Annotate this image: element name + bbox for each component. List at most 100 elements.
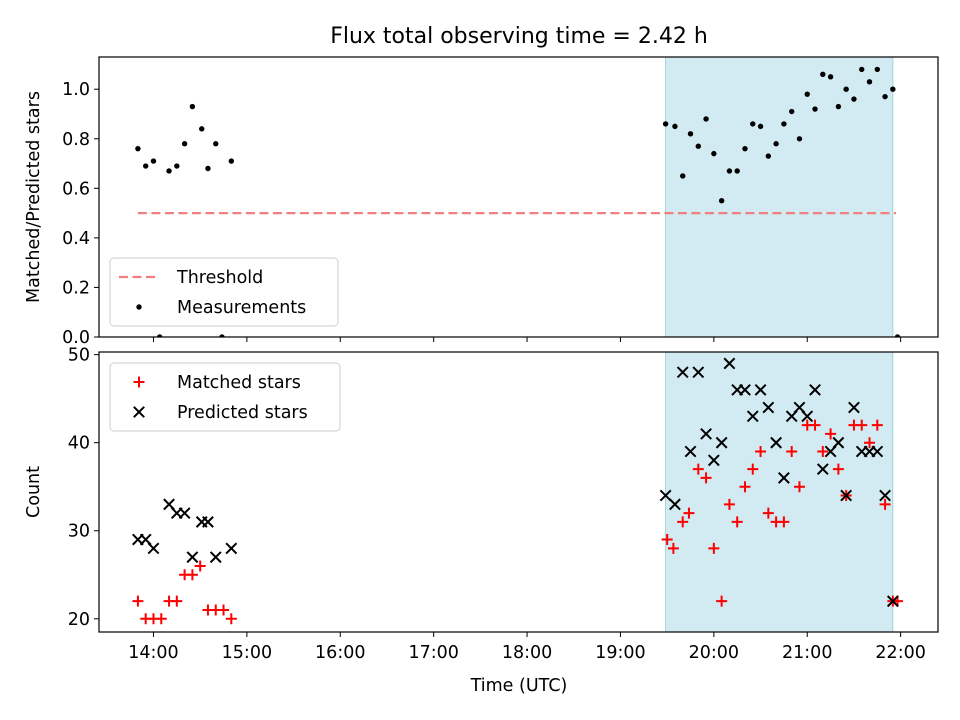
matched-star-point [218, 604, 230, 616]
predicted-star-point [707, 454, 720, 467]
matched-star-point [716, 595, 728, 607]
predicted-star-point [886, 595, 899, 608]
predicted-star-point [816, 463, 829, 476]
measurement-point [773, 141, 779, 147]
measurement-point [734, 168, 740, 174]
predicted-star-point [770, 436, 783, 449]
x-tick-label: 14:00 [128, 643, 178, 663]
predicted-star-point [739, 383, 751, 396]
x-tick-label: 17:00 [408, 643, 458, 663]
x-tick-label: 16:00 [315, 643, 365, 663]
matched-star-point [871, 419, 883, 431]
measurement-point [672, 123, 678, 130]
shaded-span [665, 56, 894, 338]
matched-star-point [793, 481, 805, 493]
y-tick-label: 50 [68, 346, 90, 366]
predicted-star-point [225, 542, 238, 555]
predicted-star-point [715, 436, 728, 449]
measurement-point [680, 173, 686, 179]
matched-star-point [755, 445, 767, 457]
x-tick-label: 18:00 [502, 643, 552, 663]
y-tick-label: 0.8 [62, 130, 90, 150]
measurement-point [820, 71, 826, 78]
measurement-point [205, 165, 211, 172]
matched-star-point [225, 613, 237, 625]
x-tick-label: 19:00 [595, 643, 645, 663]
legend-measurements-handle [136, 304, 142, 310]
matched-star-point [667, 542, 679, 554]
matched-star-point [786, 445, 798, 457]
predicted-star-point [879, 489, 891, 502]
measurement-point [662, 121, 669, 127]
measurement-point [827, 74, 834, 80]
predicted-star-point [809, 383, 821, 396]
measurement-point [804, 91, 810, 97]
predicted-star-point [723, 357, 736, 370]
matched-star-point [856, 419, 868, 431]
matched-star-point [186, 569, 198, 581]
measurement-point [726, 168, 733, 174]
y-tick-label: 40 [68, 434, 90, 454]
matched-star-point [825, 428, 837, 440]
measurement-point [874, 66, 880, 73]
measurement-point [142, 163, 149, 169]
y-tick-label: 0.2 [62, 278, 90, 298]
measurement-point [228, 158, 235, 164]
plot-area [135, 66, 901, 337]
measurement-point [788, 108, 795, 115]
matched-star-point [723, 498, 735, 510]
measurement-point [812, 106, 818, 112]
y-tick-label: 0.0 [62, 328, 90, 348]
x-tick-label: 15:00 [222, 643, 272, 663]
top-panel: 0.0 0.2 0.4 0.6 0.8 1.0 Matched/Predicted star… [24, 56, 939, 348]
legend-label: Threshold [176, 268, 263, 288]
measurement-point [181, 141, 188, 147]
x-tick-label: 22:00 [875, 643, 925, 663]
legend-label: Matched stars [177, 373, 301, 393]
measurement-point [150, 158, 157, 164]
legend: Matched stars Predicted stars [109, 362, 341, 432]
matched-star-point [739, 481, 751, 493]
predicted-star-point [202, 516, 214, 528]
matched-star-point [817, 445, 829, 457]
measurement-point [742, 145, 748, 152]
measurement-point [750, 121, 756, 127]
matched-star-point [731, 516, 743, 528]
matched-star-point [832, 463, 844, 475]
measurement-point [843, 86, 849, 92]
measurement-point [851, 96, 857, 102]
matched-star-point [683, 507, 695, 519]
measurement-point [166, 168, 172, 174]
matched-star-point [708, 542, 720, 554]
series-predicted-stars [132, 357, 899, 608]
measurement-point [219, 334, 225, 337]
chart-title: Flux total observing time = 2.42 h [330, 24, 708, 49]
measurement-point [765, 153, 772, 159]
measurement-point [894, 334, 901, 337]
y-tick-label: 0.6 [62, 179, 90, 199]
legend-label: Measurements [177, 298, 306, 318]
measurement-point [174, 163, 180, 169]
legend-predicted-handle [133, 406, 145, 418]
measurement-point [882, 93, 888, 100]
y-axis-label: Matched/Predicted stars [24, 91, 44, 303]
predicted-star-point [832, 436, 845, 449]
matched-star-point [700, 472, 712, 484]
y-tick-label: 0.4 [62, 229, 90, 249]
predicted-star-point [659, 489, 672, 502]
measurement-point [135, 145, 141, 152]
measurement-point [687, 131, 694, 137]
bottom-panel: 20 30 40 50 14:00 15:00 16:00 17:00 18:00 19:00 20… [24, 346, 939, 663]
predicted-star-point [676, 366, 689, 379]
matched-star-point [692, 463, 704, 475]
predicted-star-point [848, 401, 860, 414]
matched-star-point [864, 437, 876, 449]
measurement-point [711, 150, 717, 157]
matched-star-point [747, 463, 759, 475]
series-measurements [135, 66, 901, 337]
predicted-star-point [871, 445, 884, 458]
measurement-point [835, 103, 842, 110]
predicted-star-point [178, 507, 191, 520]
matched-star-point [778, 516, 790, 528]
